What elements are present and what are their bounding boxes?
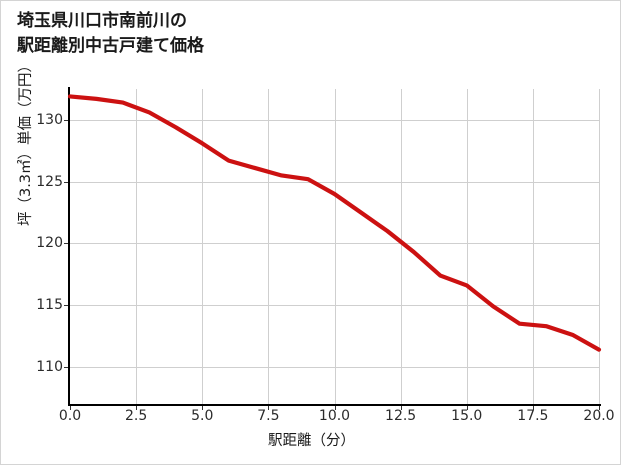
x-axis-tick-label: 20.0 <box>583 408 615 424</box>
gridline-vertical <box>136 89 138 404</box>
series-line-price <box>67 94 602 352</box>
x-axis-line <box>68 404 601 406</box>
y-axis-tick-labels: 110 115 120 125 130 <box>27 89 63 404</box>
gridline-vertical <box>268 89 270 404</box>
y-axis-line <box>68 87 70 406</box>
y-axis-tick-label: 130 <box>36 111 63 128</box>
y-axis-tick-label: 115 <box>36 297 63 314</box>
x-axis-tick-label: 12.5 <box>385 408 417 424</box>
x-axis-tick-label: 7.5 <box>257 408 280 424</box>
gridline-vertical <box>400 89 402 404</box>
x-axis-tick <box>466 405 468 410</box>
gridline-vertical <box>202 89 204 404</box>
x-axis-tick-label: 2.5 <box>124 408 148 424</box>
gridline-vertical <box>599 89 600 404</box>
x-axis-tick-label: 5.0 <box>191 408 214 424</box>
y-axis-tick <box>64 181 69 183</box>
x-axis-tick-label: 0.0 <box>58 408 82 424</box>
y-axis-tick <box>64 119 69 121</box>
x-axis-tick <box>136 405 138 410</box>
x-axis-tick-label: 17.5 <box>517 408 549 424</box>
y-axis-tick-label: 125 <box>36 173 63 190</box>
gridline-vertical <box>532 89 534 404</box>
x-axis-tick-label: 10.0 <box>318 408 351 424</box>
y-axis-tick <box>64 305 69 307</box>
x-axis-tick <box>70 405 71 410</box>
x-axis-tick <box>202 405 204 410</box>
page-title: 埼玉県川口市南前川の 駅距離別中古戸建て価格 <box>17 11 204 56</box>
x-axis-tick-label: 15.0 <box>451 408 483 424</box>
x-axis-tick <box>268 405 270 410</box>
series-line-layer <box>67 94 602 352</box>
y-axis-tick <box>64 366 69 368</box>
x-axis-title: 駅距離（分） <box>268 433 355 449</box>
y-axis-tick-label: 120 <box>36 235 63 252</box>
gridline-vertical <box>466 89 468 404</box>
x-axis-tick-labels: 0.0 2.5 5.0 7.5 10.0 12.5 15.0 17.5 20.0 <box>59 408 615 430</box>
x-axis-tick <box>599 405 600 410</box>
x-axis-tick <box>532 405 534 410</box>
y-axis-tick-label: 110 <box>36 358 63 375</box>
plot-area <box>64 87 602 410</box>
y-axis-tick <box>64 243 69 245</box>
gridline-vertical <box>334 89 336 404</box>
x-axis-tick <box>334 405 336 410</box>
x-axis-tick <box>400 405 402 410</box>
